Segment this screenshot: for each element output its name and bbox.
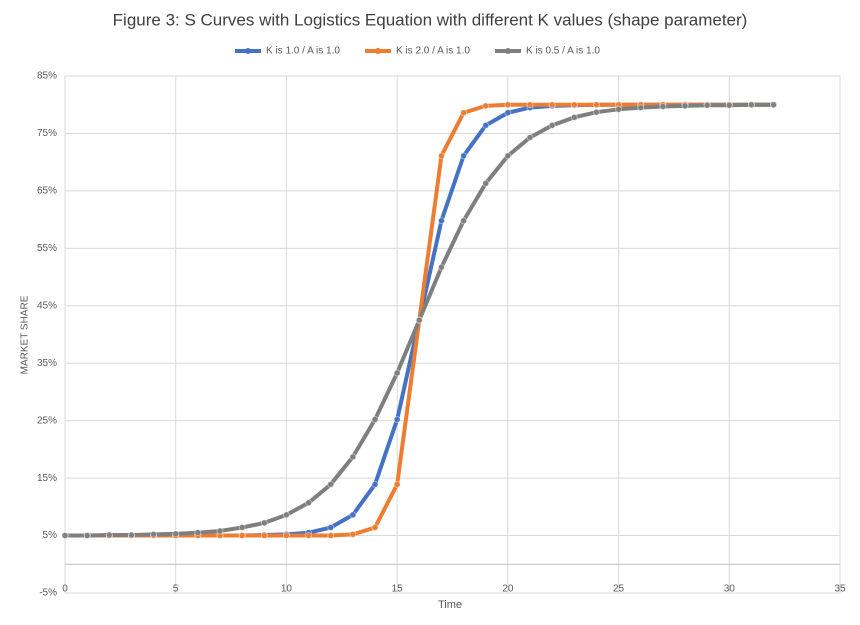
data-point	[703, 101, 711, 109]
data-point	[681, 102, 689, 110]
y-tick-label: 55%	[37, 243, 57, 254]
data-point	[659, 102, 667, 110]
data-point	[282, 532, 290, 540]
data-point	[282, 511, 290, 519]
data-point	[371, 480, 379, 488]
data-point	[327, 532, 335, 540]
data-point	[415, 316, 423, 324]
data-point	[592, 101, 600, 109]
data-point	[637, 104, 645, 112]
data-point	[238, 524, 246, 532]
chart-title: Figure 3: S Curves with Logistics Equati…	[113, 10, 748, 29]
x-tick-label: 25	[613, 584, 625, 595]
data-point	[460, 217, 468, 225]
data-point	[504, 152, 512, 160]
data-point	[615, 105, 623, 113]
data-point	[548, 101, 556, 109]
data-point	[548, 121, 556, 129]
x-tick-label: 30	[724, 584, 736, 595]
data-point	[570, 113, 578, 121]
data-point	[305, 499, 313, 507]
data-point	[437, 152, 445, 160]
y-tick-label: 65%	[37, 186, 57, 197]
y-tick-label: 85%	[37, 71, 57, 82]
x-tick-label: 10	[281, 584, 293, 595]
data-point	[105, 531, 113, 539]
data-point	[127, 531, 135, 539]
legend-label: K is 1.0 / A is 1.0	[266, 46, 340, 57]
data-point	[725, 101, 733, 109]
data-point	[437, 263, 445, 271]
y-tick-label: 15%	[37, 473, 57, 484]
data-point	[482, 102, 490, 110]
y-tick-label: 75%	[37, 128, 57, 139]
data-point	[61, 532, 69, 540]
x-tick-label: 0	[62, 584, 68, 595]
legend-label: K is 2.0 / A is 1.0	[396, 46, 470, 57]
data-point	[770, 101, 778, 109]
x-tick-label: 15	[392, 584, 404, 595]
data-point	[747, 101, 755, 109]
data-point	[460, 152, 468, 160]
data-point	[260, 519, 268, 527]
x-tick-label: 5	[173, 584, 179, 595]
data-point	[349, 511, 357, 519]
data-point	[393, 416, 401, 424]
data-point	[172, 530, 180, 538]
data-point	[393, 369, 401, 377]
legend-marker	[505, 48, 511, 54]
x-tick-label: 35	[834, 584, 846, 595]
data-point	[526, 101, 534, 109]
data-point	[327, 480, 335, 488]
y-tick-label: 45%	[37, 300, 57, 311]
y-tick-label: 25%	[37, 415, 57, 426]
data-point	[570, 101, 578, 109]
data-point	[437, 217, 445, 225]
data-point	[260, 532, 268, 540]
data-point	[482, 121, 490, 129]
y-axis-label: MARKET SHARE	[20, 295, 31, 374]
y-tick-label: 35%	[37, 358, 57, 369]
data-point	[482, 179, 490, 187]
data-point	[216, 527, 224, 535]
y-tick-label: 5%	[43, 530, 58, 541]
legend-label: K is 0.5 / A is 1.0	[526, 46, 600, 57]
data-point	[194, 529, 202, 537]
data-point	[504, 109, 512, 117]
data-point	[83, 532, 91, 540]
data-point	[238, 532, 246, 540]
data-point	[592, 108, 600, 116]
data-point	[349, 530, 357, 538]
data-point	[327, 524, 335, 532]
data-point	[371, 416, 379, 424]
data-point	[526, 133, 534, 141]
data-point	[305, 532, 313, 540]
x-axis-label: Time	[438, 599, 462, 611]
data-point	[393, 480, 401, 488]
y-tick-label: -5%	[39, 588, 57, 599]
legend-marker	[375, 48, 381, 54]
data-point	[504, 101, 512, 109]
data-point	[371, 524, 379, 532]
legend-marker	[245, 48, 251, 54]
data-point	[460, 109, 468, 117]
data-point	[150, 530, 158, 538]
data-point	[349, 453, 357, 461]
x-tick-label: 20	[502, 584, 514, 595]
